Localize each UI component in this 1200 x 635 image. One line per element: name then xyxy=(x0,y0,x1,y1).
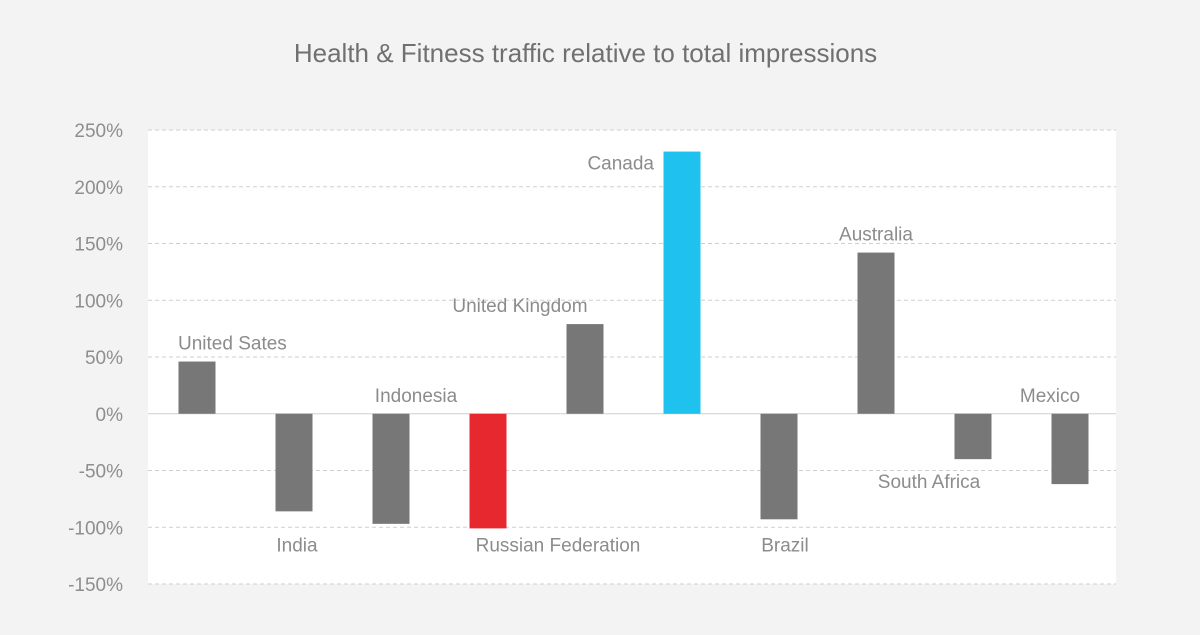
y-tick-label: -150% xyxy=(68,575,123,596)
bar-russian-federation xyxy=(469,413,507,529)
y-tick-label: 100% xyxy=(74,291,123,312)
bar-indonesia xyxy=(372,413,410,524)
bar-united-kingdom xyxy=(566,324,604,414)
category-label: Australia xyxy=(839,225,913,246)
y-tick-label: 50% xyxy=(85,348,123,369)
category-label: United Kingdom xyxy=(452,296,587,317)
bar-brazil xyxy=(760,413,798,520)
category-label: Canada xyxy=(587,154,654,175)
bar-canada xyxy=(663,151,701,414)
category-label: Mexico xyxy=(1020,386,1080,407)
bar-south-africa xyxy=(954,413,992,460)
bar-united-sates xyxy=(178,361,216,414)
category-label: Indonesia xyxy=(375,386,458,407)
category-label: Russian Federation xyxy=(476,535,641,556)
bar-australia xyxy=(857,252,895,414)
bar-mexico xyxy=(1051,413,1089,485)
category-label: Brazil xyxy=(761,535,809,556)
y-tick-label: -50% xyxy=(79,462,123,483)
y-tick-label: 150% xyxy=(74,235,123,256)
y-tick-label: 250% xyxy=(74,121,123,142)
y-tick-label: 0% xyxy=(96,405,124,426)
chart-title: Health & Fitness traffic relative to tot… xyxy=(293,38,878,68)
category-label: India xyxy=(276,535,318,556)
category-label: United Sates xyxy=(178,334,287,355)
bar-india xyxy=(275,413,313,512)
y-tick-label: -100% xyxy=(68,518,123,539)
category-label: South Africa xyxy=(878,472,981,493)
y-tick-label: 200% xyxy=(74,178,123,199)
